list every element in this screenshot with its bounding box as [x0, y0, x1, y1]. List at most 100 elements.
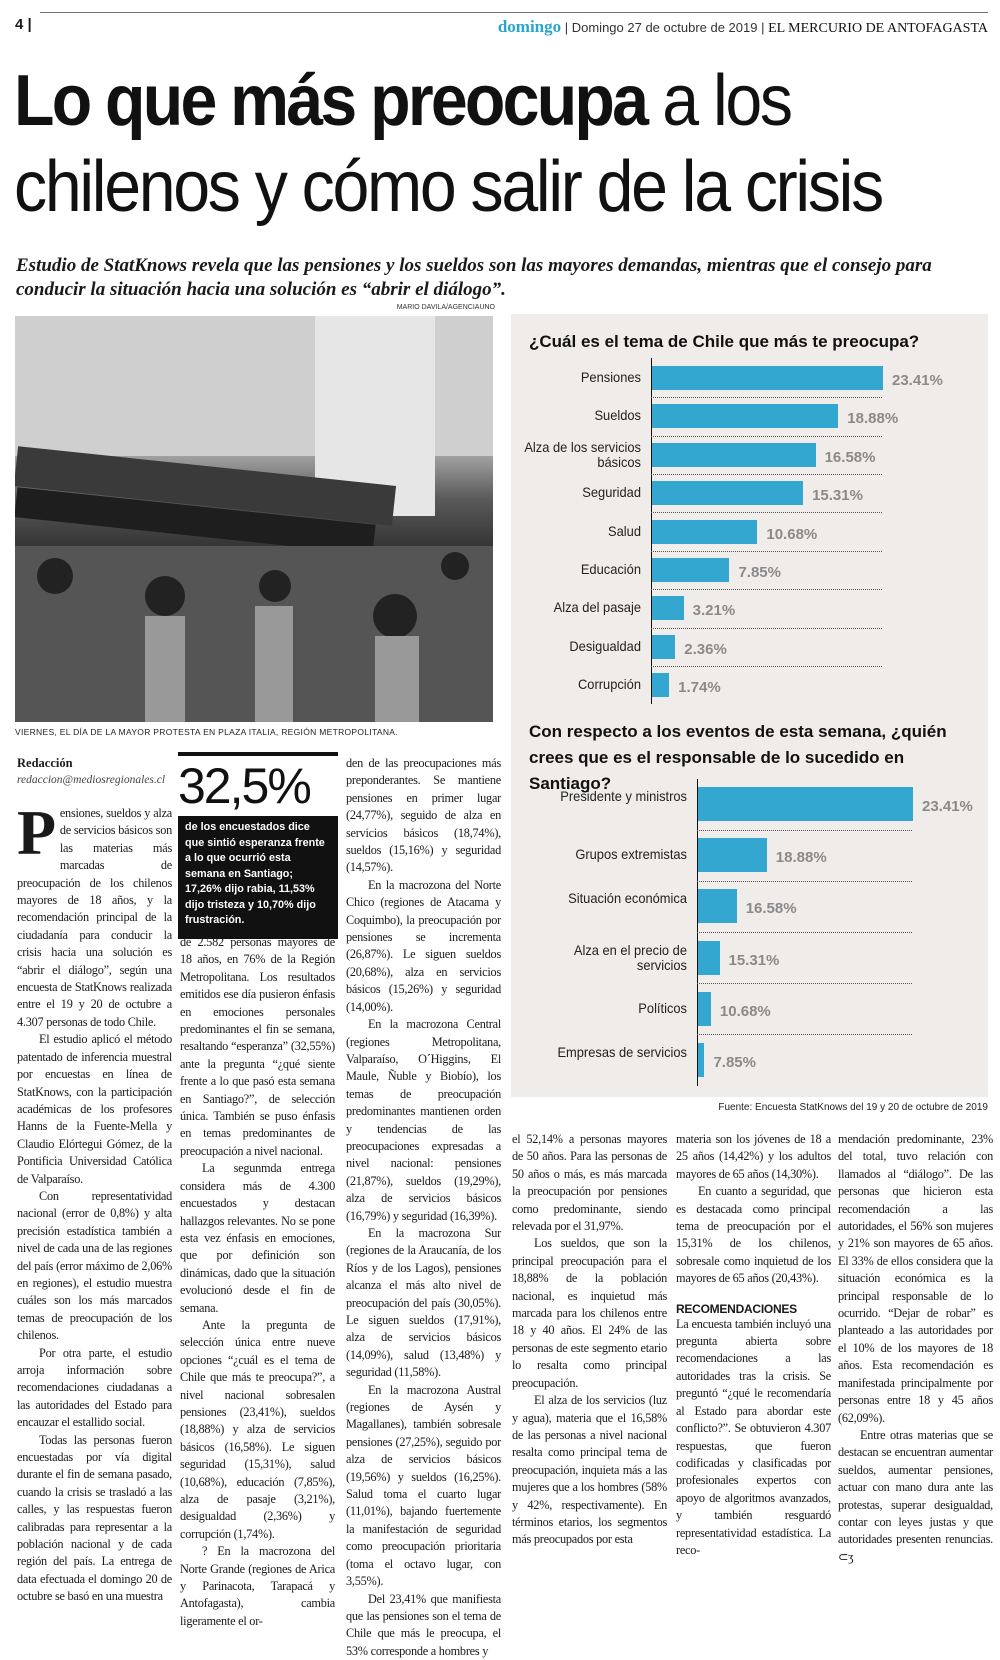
subhead-recomendaciones: RECOMENDACIONES	[676, 1302, 831, 1316]
chart1-gridline	[651, 589, 882, 590]
chart2-value-label: 23.41%	[922, 798, 973, 815]
paragraph: de 2.582 personas mayores de 18 años, en…	[180, 934, 335, 1160]
chart1-value-label: 10.68%	[766, 526, 817, 543]
paragraph: En cuanto a seguridad, que es destacada …	[676, 1183, 831, 1287]
chart2-category-label: Alza en el precio de servicios	[549, 943, 687, 973]
chart1-category-label: Educación	[503, 562, 641, 577]
chart2-bar	[698, 941, 720, 975]
paragraph: En la macrozona del Norte Chico (regione…	[346, 877, 501, 1016]
headline-light-2: chilenos y cómo salir de la crisis	[14, 147, 882, 227]
chart2-bar	[698, 889, 737, 923]
chart2-gridline	[697, 1034, 912, 1035]
chart1-bar	[652, 481, 803, 505]
chart1-value-label: 16.58%	[825, 449, 876, 466]
stat-callout: 32,5% de los encuestados dice que sintió…	[178, 752, 338, 939]
chart1-bar	[652, 520, 757, 544]
paragraph: Por otra parte, el estudio arroja inform…	[17, 1345, 172, 1432]
issue-date: Domingo 27 de octubre de 2019	[572, 20, 758, 35]
paragraph: el 52,14% a personas mayores de 50 años.…	[512, 1131, 667, 1235]
chart1-gridline	[651, 436, 882, 437]
article-column-4: el 52,14% a personas mayores de 50 años.…	[512, 1131, 667, 1549]
author: Redacción	[17, 756, 165, 771]
folio: domingo | Domingo 27 de octubre de 2019 …	[498, 17, 988, 37]
paragraph-text: Todas las personas fueron encuestadas po…	[17, 1433, 172, 1604]
chart2-gridline	[697, 932, 912, 933]
paragraph: ? En la macrozona del Norte Grande (regi…	[180, 1543, 335, 1630]
paragraph: materia son los jóvenes de 18 a 25 años …	[676, 1131, 831, 1183]
protest-photo	[15, 316, 493, 722]
chart-source: Fuente: Encuesta StatKnows del 19 y 20 d…	[718, 1102, 988, 1113]
chart2-gridline	[697, 830, 912, 831]
chart1-bar	[652, 673, 669, 697]
paragraph: El estudio aplicó el método patentado de…	[17, 1031, 172, 1188]
chart2-value-label: 15.31%	[729, 952, 780, 969]
headline-light-1: a los	[662, 61, 790, 141]
chart1-value-label: 7.85%	[738, 564, 781, 581]
chart1-category-label: Desigualdad	[503, 639, 641, 654]
photo-caption: VIERNES, EL DÍA DE LA MAYOR PROTESTA EN …	[15, 727, 398, 737]
chart1-category-label: Sueldos	[503, 408, 641, 423]
article-column-6: mendación predominante, 23% del total, t…	[838, 1131, 993, 1566]
author-email[interactable]: redaccion@mediosregionales.cl	[17, 774, 165, 786]
paragraph: den de las preocupaciones más prepondera…	[346, 755, 501, 877]
article-column-3: den de las preocupaciones más prepondera…	[346, 755, 501, 1660]
chart1-value-label: 3.21%	[693, 602, 736, 619]
chart1-value-label: 1.74%	[678, 679, 721, 696]
article-column-2: de 2.582 personas mayores de 18 años, en…	[180, 934, 335, 1630]
chart1-bar	[652, 366, 883, 390]
chart2-value-label: 7.85%	[713, 1054, 756, 1071]
chart2-bar	[698, 992, 711, 1026]
paragraph: En la macrozona Central (regiones Metrop…	[346, 1016, 501, 1225]
paragraph-text: El estudio aplicó el método patentado de…	[17, 1032, 172, 1185]
chart1-bar	[652, 558, 729, 582]
chart1-category-label: Alza de los servicios básicos	[503, 440, 641, 470]
chart1-category-label: Alza del pasaje	[503, 600, 641, 615]
headline-bold: Lo que más preocupa	[14, 61, 646, 141]
photo-illustration	[15, 316, 493, 722]
chart1-title: ¿Cuál es el tema de Chile que más te pre…	[529, 329, 919, 355]
header-rule	[40, 12, 988, 13]
chart1-bar	[652, 596, 684, 620]
chart1-gridline	[651, 397, 882, 398]
page-number-text: 4	[15, 16, 23, 33]
paragraph: En la macrozona Austral (regiones de Ays…	[346, 1382, 501, 1591]
chart1-value-label: 15.31%	[812, 487, 863, 504]
chart2-category-label: Presidente y ministros	[549, 789, 687, 804]
chart2-title: Con respecto a los eventos de esta seman…	[529, 719, 979, 797]
chart2-bar	[698, 838, 767, 872]
chart2-category-label: Empresas de servicios	[549, 1045, 687, 1060]
chart1-gridline	[651, 628, 882, 629]
stat-text: de los encuestados dice que sintió esper…	[178, 816, 338, 939]
paragraph: Los sueldos, que son la principal preocu…	[512, 1235, 667, 1392]
section-name: domingo	[498, 17, 561, 36]
paragraph-text: Por otra parte, el estudio arroja inform…	[17, 1346, 172, 1430]
chart1-bar	[652, 404, 838, 428]
paragraph: La encuesta también incluyó una pregunta…	[676, 1316, 831, 1560]
chart1-category-label: Salud	[503, 524, 641, 539]
chart1-value-label: 23.41%	[892, 372, 943, 389]
paragraph: Con representatividad nacional (error de…	[17, 1188, 172, 1345]
paragraph: mendación predominante, 23% del total, t…	[838, 1131, 993, 1427]
paragraph: El alza de los servicios (luz y agua), m…	[512, 1392, 667, 1549]
drop-cap: P	[17, 807, 56, 859]
page-number: 4 |	[15, 16, 32, 33]
chart2-gridline	[697, 983, 912, 984]
chart1-value-label: 2.36%	[684, 641, 727, 658]
photo-credit: MARIO DAVILA/AGENCIAUNO	[300, 304, 495, 311]
chart1-category-label: Corrupción	[503, 677, 641, 692]
chart1-gridline	[651, 551, 882, 552]
paragraph: Entre otras materias que se destacan se …	[838, 1427, 993, 1566]
chart2-gridline	[697, 881, 912, 882]
chart1-gridline	[651, 512, 882, 513]
paragraph: Del 23,41% que manifiesta que las pensio…	[346, 1591, 501, 1660]
chart1-category-label: Pensiones	[503, 370, 641, 385]
chart1-gridline	[651, 474, 882, 475]
paragraph-text: Con representatividad nacional (error de…	[17, 1189, 172, 1342]
chart1-bar	[652, 635, 675, 659]
deck: Estudio de StatKnows revela que las pens…	[16, 254, 991, 302]
chart2-category-label: Situación económica	[549, 891, 687, 906]
chart1-bar	[652, 443, 816, 467]
chart2-value-label: 16.58%	[746, 900, 797, 917]
